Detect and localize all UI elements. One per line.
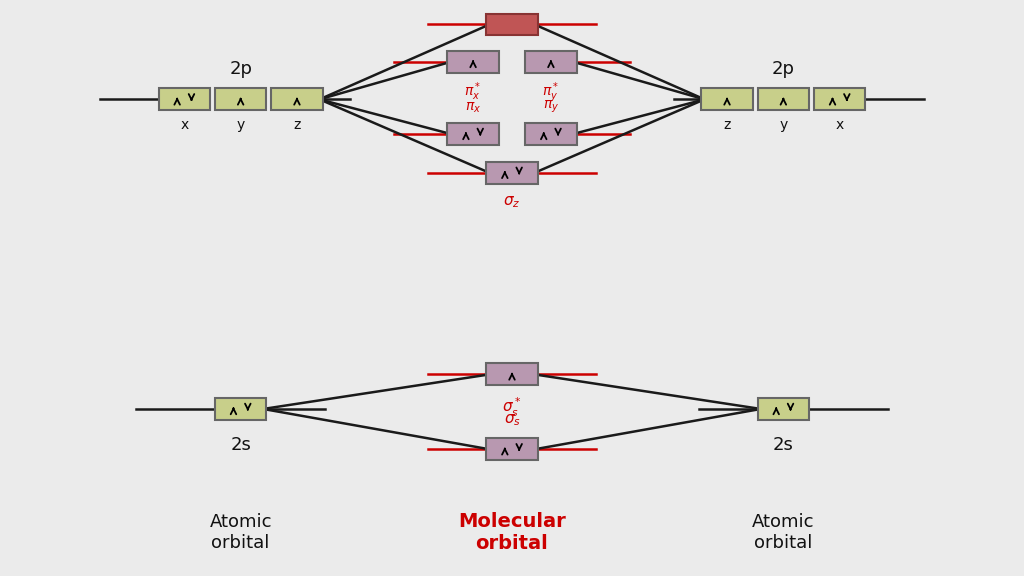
FancyBboxPatch shape bbox=[486, 363, 538, 385]
FancyBboxPatch shape bbox=[215, 398, 266, 420]
Text: Atomic
orbital: Atomic orbital bbox=[209, 513, 272, 552]
Text: y: y bbox=[779, 118, 787, 132]
Text: Atomic
orbital: Atomic orbital bbox=[752, 513, 815, 552]
Text: $\sigma_z^*$: $\sigma_z^*$ bbox=[502, 0, 522, 3]
FancyBboxPatch shape bbox=[159, 89, 210, 111]
Text: x: x bbox=[836, 118, 844, 132]
Text: Molecular
orbital: Molecular orbital bbox=[458, 512, 566, 554]
FancyBboxPatch shape bbox=[758, 398, 809, 420]
Text: x: x bbox=[180, 118, 188, 132]
Text: $\sigma_s$: $\sigma_s$ bbox=[504, 412, 520, 427]
Text: $\sigma_z$: $\sigma_z$ bbox=[503, 195, 521, 210]
Text: $\pi_y^*$: $\pi_y^*$ bbox=[543, 81, 559, 105]
Text: 2p: 2p bbox=[772, 60, 795, 78]
Text: $\sigma_s^*$: $\sigma_s^*$ bbox=[502, 396, 522, 419]
FancyBboxPatch shape bbox=[486, 438, 538, 460]
FancyBboxPatch shape bbox=[525, 51, 577, 73]
Text: z: z bbox=[293, 118, 301, 132]
FancyBboxPatch shape bbox=[447, 123, 499, 145]
Text: z: z bbox=[723, 118, 731, 132]
Text: 2s: 2s bbox=[230, 437, 251, 454]
FancyBboxPatch shape bbox=[486, 14, 538, 36]
FancyBboxPatch shape bbox=[814, 89, 865, 111]
Text: 2p: 2p bbox=[229, 60, 252, 78]
FancyBboxPatch shape bbox=[701, 89, 753, 111]
FancyBboxPatch shape bbox=[486, 162, 538, 184]
FancyBboxPatch shape bbox=[525, 123, 577, 145]
FancyBboxPatch shape bbox=[271, 89, 323, 111]
FancyBboxPatch shape bbox=[215, 89, 266, 111]
Text: $\pi_y$: $\pi_y$ bbox=[543, 99, 559, 115]
Text: $\pi_x$: $\pi_x$ bbox=[465, 101, 481, 115]
Text: 2s: 2s bbox=[773, 437, 794, 454]
FancyBboxPatch shape bbox=[758, 89, 809, 111]
Text: y: y bbox=[237, 118, 245, 132]
FancyBboxPatch shape bbox=[447, 51, 499, 73]
Text: $\pi_x^*$: $\pi_x^*$ bbox=[465, 81, 481, 103]
